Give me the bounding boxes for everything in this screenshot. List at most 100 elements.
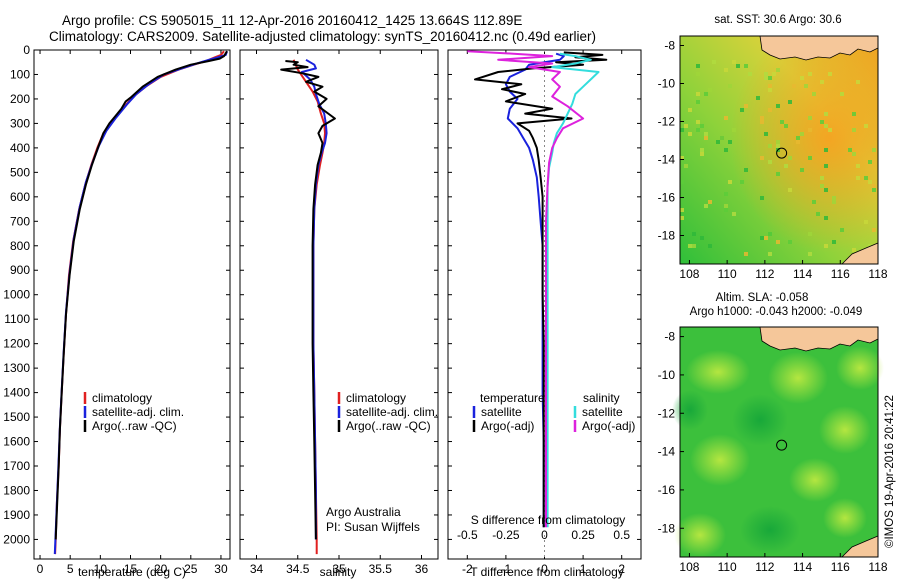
x-tick-label: 15 — [124, 562, 138, 576]
sst-pixel — [824, 164, 828, 168]
sst-pixel — [760, 156, 764, 160]
sla-low-blob — [672, 390, 708, 430]
sst-pixel — [832, 200, 836, 204]
sst-pixel — [760, 116, 764, 120]
sst-pixel — [788, 188, 792, 192]
sst-pixel — [776, 172, 780, 176]
sla-map-subtitle: Argo h1000: -0.043 h2000: -0.049 — [690, 306, 863, 318]
x-tick-label: 35 — [332, 562, 346, 576]
sst-pixel — [704, 132, 708, 136]
imos-watermark: ©IMOS 19-Apr-2016 20:41:22 — [884, 395, 896, 548]
sst-pixel — [696, 92, 700, 96]
sst-pixel — [776, 68, 780, 72]
sst-pixel — [688, 244, 692, 248]
x-tick-label: 35.5 — [369, 562, 393, 576]
sst-pixel — [804, 84, 808, 88]
y-tick-label: 600 — [10, 190, 30, 204]
difference-legend: temperature salinity satellite Argo(-adj… — [472, 391, 635, 433]
map-x-tick-label: 112 — [755, 560, 774, 574]
sst-pixel — [700, 152, 704, 156]
sst-pixel — [788, 156, 792, 160]
sst-pixel — [848, 148, 852, 152]
sst-pixel — [732, 60, 736, 64]
sst-pixel — [760, 120, 764, 124]
sst-map-title: sat. SST: 30.6 Argo: 30.6 — [714, 14, 841, 26]
sst-pixel — [800, 168, 804, 172]
series-line-t-argo-adj- — [474, 51, 608, 528]
sst-pixel — [692, 244, 696, 248]
sla-high-blob — [823, 498, 867, 538]
sst-pixel — [724, 208, 728, 212]
sst-pixel — [868, 180, 872, 184]
legend-argo: Argo(..raw -QC) — [92, 419, 177, 433]
sla-high-blob — [789, 458, 841, 502]
temperature-legend: climatology satellite-adj. clim. Argo(..… — [83, 391, 184, 433]
series-line-climatology — [54, 50, 225, 555]
map-x-tick-label: 118 — [868, 560, 887, 574]
sst-pixel — [704, 92, 708, 96]
sst-pixel — [696, 64, 700, 68]
map-x-tick-label: 110 — [718, 560, 737, 574]
y-tick-label: 100 — [10, 67, 30, 81]
legend-s-satellite: satellite — [582, 405, 623, 419]
temperature-xlabel: temperature (deg C) — [78, 565, 186, 579]
sst-pixel — [696, 128, 700, 132]
legend-satellite: satellite-adj. clim. — [346, 405, 438, 419]
sst-pixel — [708, 200, 712, 204]
map-x-tick-label: 112 — [755, 267, 774, 281]
y-tick-label: 1800 — [3, 483, 30, 497]
salinity-axes — [239, 49, 439, 560]
map-x-tick-label: 116 — [831, 267, 850, 281]
sst-pixel — [776, 140, 780, 144]
sst-pixel — [780, 120, 784, 124]
x-tick-label: 30 — [214, 562, 228, 576]
y-tick-label: 0 — [23, 43, 30, 57]
sla-map — [672, 326, 884, 558]
sst-pixel — [704, 204, 708, 208]
map-x-tick-label: 108 — [679, 267, 699, 281]
legend-climatology: climatology — [346, 391, 406, 405]
sla-map-ticks: 108 110 112 114 116 118 -8 -10 -12 -14 -16 -18 — [658, 330, 888, 574]
x-tick-label: 25 — [184, 562, 198, 576]
sst-pixel — [788, 240, 792, 244]
sst-pixel — [864, 220, 868, 224]
sst-pixel — [728, 84, 732, 88]
sst-pixel — [744, 252, 748, 256]
y-tick-label: 800 — [10, 239, 30, 253]
sst-pixel — [824, 216, 828, 220]
x-tick-label: -2 — [462, 562, 473, 576]
x2-tick-label: -0.5 — [457, 528, 478, 542]
sst-pixel — [728, 140, 732, 144]
sst-pixel — [680, 216, 684, 220]
map-y-tick-label: -10 — [658, 77, 676, 91]
map-x-tick-label: 108 — [679, 560, 699, 574]
sst-pixel — [788, 100, 792, 104]
header-line2: Climatology: CARS2009. Satellite-adjuste… — [49, 29, 596, 44]
sst-pixel — [724, 192, 728, 196]
sst-pixel — [680, 156, 684, 160]
sst-pixel — [744, 64, 748, 68]
sst-pixel — [772, 72, 776, 76]
sst-pixel — [680, 208, 684, 212]
sst-pixel — [820, 120, 824, 124]
sst-pixel — [808, 72, 812, 76]
legend-satellite: satellite-adj. clim. — [92, 405, 184, 419]
y-tick-label: 2000 — [3, 532, 30, 546]
sst-pixel — [852, 128, 856, 132]
series-line-argo-raw-qc- — [54, 50, 228, 540]
sst-pixel — [756, 96, 760, 100]
y-tick-label: 1900 — [3, 508, 30, 522]
sst-pixel — [796, 140, 800, 144]
sst-pixel — [856, 80, 860, 84]
sla-map-frame — [679, 326, 879, 558]
salinity-legend: climatology satellite-adj. clim. Argo(..… — [337, 391, 438, 433]
sst-pixel — [812, 92, 816, 96]
x-tick-label: 0 — [541, 562, 548, 576]
series-line-t-satellite — [504, 52, 565, 528]
y-tick-label: 700 — [10, 214, 30, 228]
sst-pixel — [856, 176, 860, 180]
x-tick-label: 0 — [37, 562, 44, 576]
sst-pixel — [764, 132, 768, 136]
sst-pixel — [776, 240, 780, 244]
sst-pixel — [840, 92, 844, 96]
